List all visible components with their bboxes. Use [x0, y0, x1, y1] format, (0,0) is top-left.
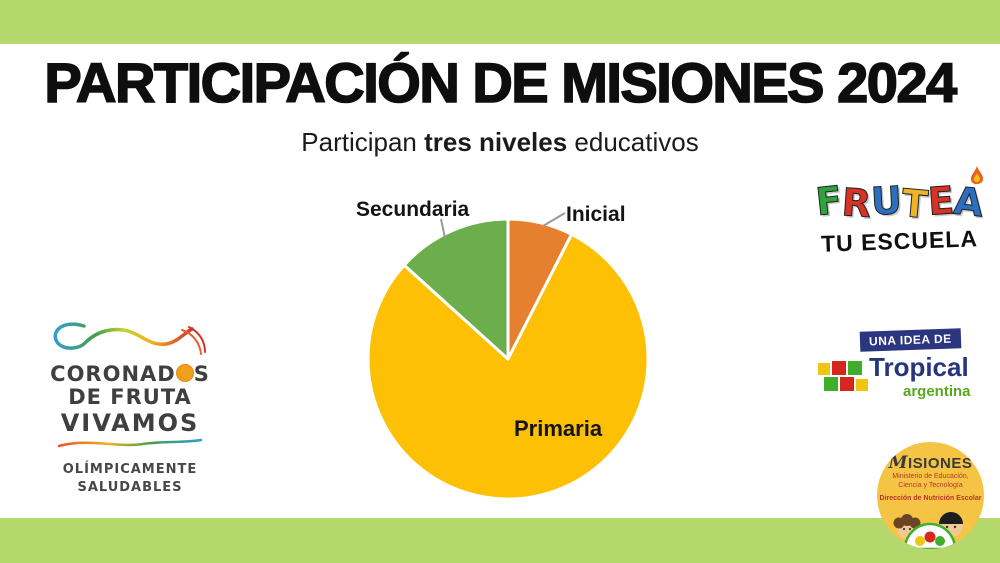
frutea-letter: E — [926, 178, 956, 225]
frutea-letter: R — [840, 180, 873, 227]
pie-slice-primaria — [366, 232, 650, 501]
mosaic-square-icon — [824, 377, 838, 391]
misiones-seal: MISIONES Ministerio de Educación, Cienci… — [877, 442, 984, 549]
misiones-line3: Dirección de Nutrición Escolar — [879, 494, 982, 502]
coronados-underline-swoosh-icon — [57, 438, 203, 448]
tropical-logo: UNA IDEA DE Tropical argentina — [810, 328, 990, 408]
coronados-line3: VIVAMOS — [60, 409, 200, 437]
subtitle: Participan tres niveles educativos — [0, 127, 1000, 158]
coronados-logo: CORONAD S DE FRUTA VIVAMOS OLÍMPICAMENTE … — [40, 316, 220, 495]
una-idea-de-badge: UNA IDEA DE — [859, 328, 961, 352]
mosaic-square-icon — [848, 361, 862, 375]
misiones-initial: M — [888, 453, 908, 473]
misiones-line2: Ciencia y Tecnología — [898, 481, 963, 489]
frutea-wordmark: FRUTEA — [812, 166, 987, 228]
coronados-tagline1: OLÍMPICAMENTE — [62, 462, 198, 477]
misiones-line1: Ministerio de Educación, — [892, 473, 969, 480]
tropical-country: argentina — [903, 383, 971, 400]
pie-chart — [366, 217, 650, 501]
misiones-wordmark: MISIONES — [877, 453, 984, 473]
misiones-rest: ISIONES — [907, 455, 973, 472]
coronados-line1-post: S — [193, 362, 210, 386]
page-title: PARTICIPACIÓN DE MISIONES 2024 — [44, 51, 958, 114]
mosaic-square-icon — [832, 361, 846, 375]
tropical-wordmark: Tropical — [869, 352, 969, 382]
pie-label-primaria: Primaria — [514, 416, 603, 441]
orange-medal-icon — [175, 364, 194, 382]
frutea-letter: U — [869, 178, 904, 225]
coronados-ribbon-swoosh-icon — [53, 322, 206, 355]
torch-flame-icon — [970, 166, 984, 185]
frutea-letter: F — [813, 177, 844, 225]
mosaic-square-icon — [818, 363, 830, 375]
coronados-tagline2: SALUDABLES — [77, 480, 183, 495]
frutea-letter: T — [899, 180, 930, 228]
coronados-line2: DE FRUTA — [68, 385, 192, 409]
pie-label-inicial: Inicial — [566, 203, 626, 226]
pie-label-secundaria: Secundaria — [356, 198, 470, 221]
coronados-line1-pre: CORONAD — [50, 362, 176, 386]
subtitle-suffix: educativos — [567, 127, 699, 157]
frutea-subtitle: TU ESCUELA — [820, 225, 979, 257]
mosaic-square-icon — [856, 379, 868, 391]
subtitle-prefix: Participan — [301, 127, 425, 157]
mosaic-square-icon — [840, 377, 854, 391]
coronados-line1: CORONAD S — [40, 364, 220, 385]
subtitle-bold: tres niveles — [424, 127, 568, 157]
frutea-logo: FRUTEA TU ESCUELA — [812, 166, 987, 257]
top-green-bar — [0, 0, 1000, 44]
bottom-green-bar — [0, 518, 1000, 563]
children-with-fruit-plate-icon — [893, 512, 963, 549]
pie-slice-secundaria — [402, 217, 510, 361]
